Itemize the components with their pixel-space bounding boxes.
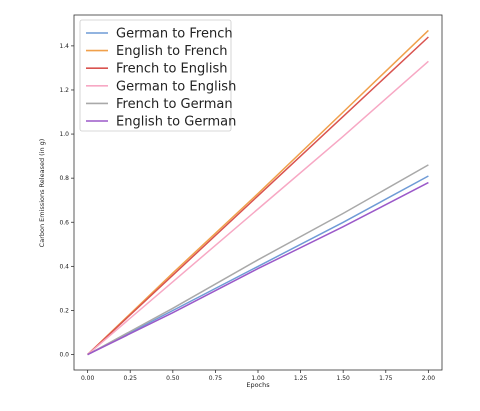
series-line-5: [87, 181, 429, 356]
x-tick-label: 0.75: [209, 375, 223, 382]
legend-entry: German to English: [116, 79, 236, 94]
y-tick-label: 0.4: [59, 263, 69, 270]
y-tick-label: 1.2: [59, 87, 69, 94]
legend-entry: French to German: [116, 97, 233, 112]
x-axis-label: Epochs: [246, 381, 270, 389]
series-line-0: [87, 175, 429, 356]
legend-entry: English to German: [116, 115, 236, 130]
legend-entry: French to English: [116, 62, 227, 77]
y-tick-label: 0.2: [59, 307, 69, 314]
x-tick-label: 0.50: [166, 375, 180, 382]
x-tick-label: 1.00: [251, 375, 265, 382]
x-tick-label: 0.25: [124, 375, 138, 382]
y-tick-label: 0.0: [59, 352, 69, 359]
legend: German to French English to French French …: [79, 19, 236, 132]
y-tick-label: 0.8: [59, 175, 69, 182]
y-tick-label: 1.0: [59, 131, 69, 138]
legend-entry: English to French: [116, 44, 227, 59]
y-tick-label: 0.6: [59, 219, 69, 226]
x-tick-label: 1.25: [294, 375, 308, 382]
y-axis-label: Carbon Emissions Released (in g): [38, 139, 46, 248]
x-tick-label: 2.00: [422, 375, 436, 382]
x-tick-label: 1.75: [379, 375, 393, 382]
y-tick-label: 1.4: [59, 43, 69, 50]
series-line-2: [87, 36, 429, 356]
legend-entry: German to French: [116, 27, 233, 42]
series-line-3: [87, 60, 429, 356]
y-axis-ticks: 0.0 0.2 0.4 0.6 0.8 1.0 1.2 1.4: [59, 43, 74, 359]
series-lines: [87, 29, 429, 356]
x-tick-label: 1.50: [337, 375, 351, 382]
x-tick-label: 0.00: [81, 375, 95, 382]
series-line-4: [87, 164, 429, 356]
x-axis-ticks: 0.00 0.25 0.50 0.75 1.00 1.25 1.50 1.75 2.00: [81, 370, 435, 382]
legend-box: [79, 19, 232, 132]
series-line-1: [87, 29, 429, 356]
